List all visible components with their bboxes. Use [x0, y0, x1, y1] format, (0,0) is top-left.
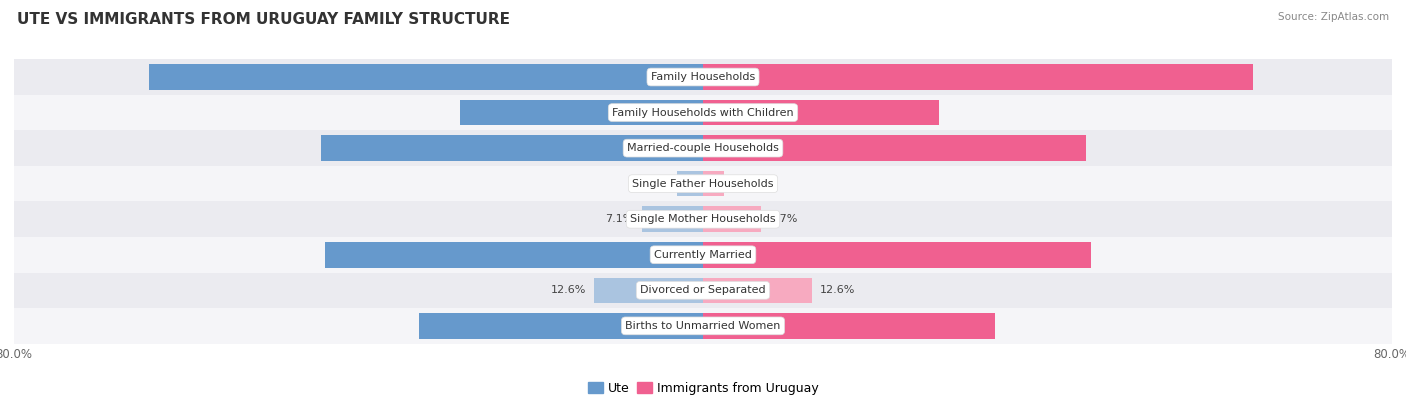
Text: 63.9%: 63.9% — [678, 72, 716, 82]
Bar — [14, 130, 1392, 166]
Text: 2.4%: 2.4% — [733, 179, 761, 189]
Bar — [14, 308, 1392, 344]
Bar — [703, 135, 1087, 161]
Bar — [703, 242, 1091, 267]
Bar — [703, 278, 811, 303]
Text: Births to Unmarried Women: Births to Unmarried Women — [626, 321, 780, 331]
Text: Divorced or Separated: Divorced or Separated — [640, 285, 766, 295]
Text: 44.5%: 44.5% — [678, 143, 716, 153]
Text: 33.9%: 33.9% — [678, 321, 716, 331]
Text: 27.4%: 27.4% — [678, 107, 716, 118]
Text: 28.2%: 28.2% — [690, 107, 728, 118]
Bar — [149, 64, 703, 90]
Text: 45.0%: 45.0% — [678, 250, 716, 260]
Bar — [14, 166, 1392, 201]
Bar — [14, 237, 1392, 273]
Text: 64.3%: 64.3% — [690, 72, 728, 82]
Bar — [14, 59, 1392, 95]
Bar — [460, 100, 703, 125]
Bar — [419, 313, 703, 339]
Bar — [703, 171, 724, 196]
Legend: Ute, Immigrants from Uruguay: Ute, Immigrants from Uruguay — [582, 377, 824, 395]
Text: 33.0%: 33.0% — [690, 321, 728, 331]
Text: 12.6%: 12.6% — [551, 285, 586, 295]
Text: Single Mother Households: Single Mother Households — [630, 214, 776, 224]
Bar — [703, 100, 939, 125]
Bar — [643, 207, 703, 232]
Text: Single Father Households: Single Father Households — [633, 179, 773, 189]
Text: Source: ZipAtlas.com: Source: ZipAtlas.com — [1278, 12, 1389, 22]
Text: 43.9%: 43.9% — [690, 250, 728, 260]
Bar — [14, 95, 1392, 130]
Text: 44.4%: 44.4% — [690, 143, 730, 153]
Text: 3.0%: 3.0% — [640, 179, 669, 189]
Bar — [678, 171, 703, 196]
Text: Family Households: Family Households — [651, 72, 755, 82]
Bar — [703, 207, 761, 232]
Bar — [325, 242, 703, 267]
Text: UTE VS IMMIGRANTS FROM URUGUAY FAMILY STRUCTURE: UTE VS IMMIGRANTS FROM URUGUAY FAMILY ST… — [17, 12, 510, 27]
Text: Currently Married: Currently Married — [654, 250, 752, 260]
Bar — [703, 64, 1253, 90]
Bar — [703, 313, 995, 339]
Text: 12.6%: 12.6% — [820, 285, 855, 295]
Bar — [321, 135, 703, 161]
Bar — [595, 278, 703, 303]
Bar — [14, 201, 1392, 237]
Text: 6.7%: 6.7% — [769, 214, 797, 224]
Text: Family Households with Children: Family Households with Children — [612, 107, 794, 118]
Bar — [14, 273, 1392, 308]
Text: 7.1%: 7.1% — [605, 214, 633, 224]
Text: Married-couple Households: Married-couple Households — [627, 143, 779, 153]
